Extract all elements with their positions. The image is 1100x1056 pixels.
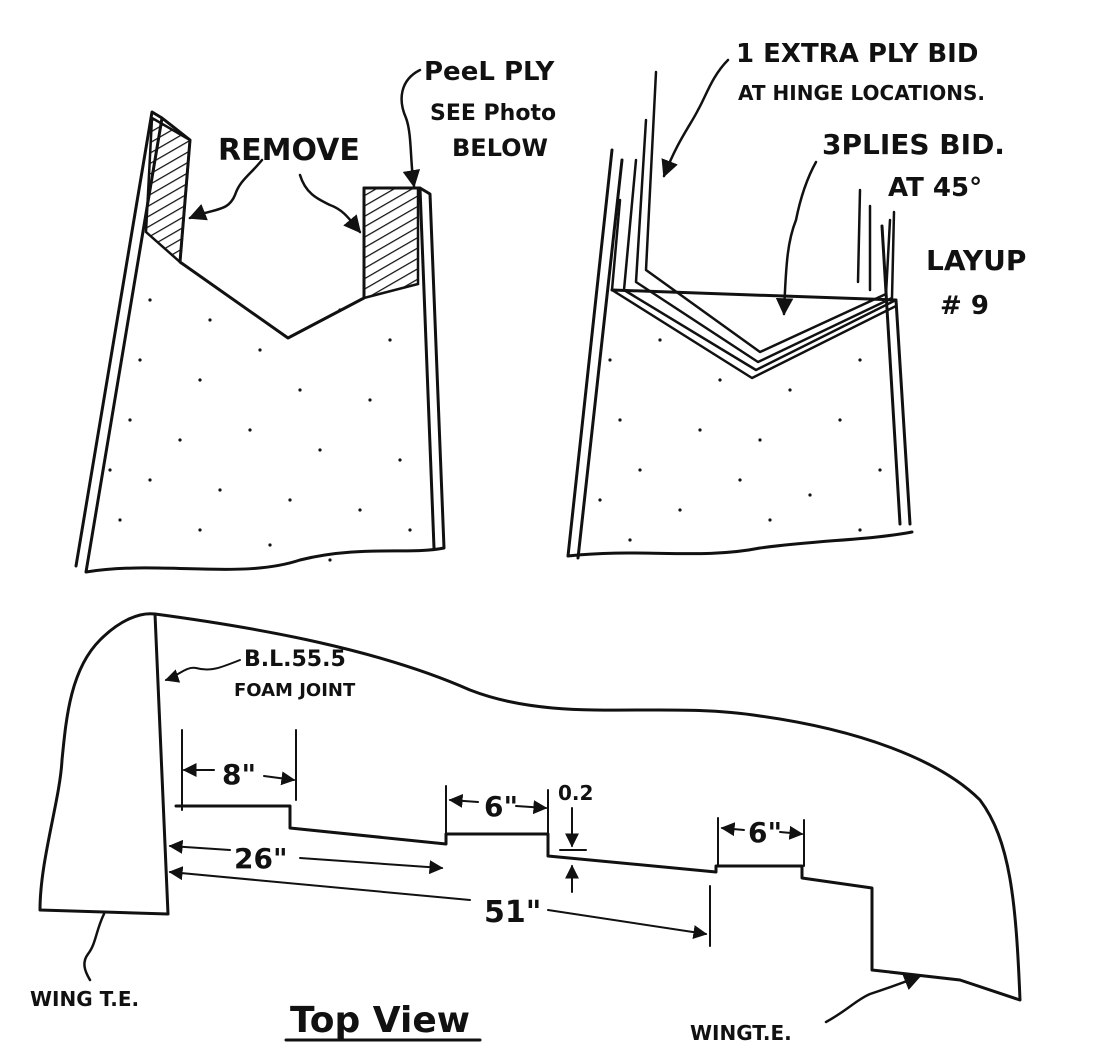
left-peel-ply-leader (400, 68, 422, 188)
left-control-surface-sketch: REMOVE PeeL PLY SEE Photo BELOW (74, 57, 556, 574)
dim-6-a-label: 6" (484, 790, 518, 823)
right-control-surface-sketch: 1 EXTRA PLY BID AT HINGE LOCATIONS. 3PLI… (566, 39, 1026, 560)
extra-ply-leader (661, 58, 730, 178)
wing-te-right-leader (824, 973, 922, 1024)
three-plies-label-line1: 3PLIES BID. (822, 128, 1005, 161)
wing-te-right-label: WINGT.E. (690, 1021, 792, 1045)
three-plies-label-line2: AT 45° (888, 173, 982, 203)
right-sketch-foam-stipple (598, 338, 882, 542)
bl-leader (164, 659, 241, 683)
left-hatched-wedge-left (144, 115, 192, 265)
bl-label: B.L.55.5 (244, 647, 346, 672)
left-remove-leader-2 (298, 173, 362, 234)
wing-te-left-leader (83, 912, 106, 982)
remove-label: REMOVE (218, 133, 360, 168)
left-hatched-wedge-right (362, 186, 420, 300)
see-photo-label: SEE Photo (430, 101, 556, 126)
top-view-title: Top View (290, 1000, 470, 1041)
below-label: BELOW (452, 134, 548, 162)
layup-label-line2: # 9 (940, 291, 989, 321)
dim-8-label: 8" (222, 758, 256, 791)
peel-ply-label: PeeL PLY (424, 57, 556, 87)
three-plies-leader (775, 160, 818, 316)
dim-26-label: 26" (234, 842, 288, 875)
top-view-outline (38, 612, 1022, 1002)
left-remove-leader-1 (188, 158, 264, 221)
layup-label-line1: LAYUP (926, 244, 1026, 277)
dim-6-b-label: 6" (748, 816, 782, 849)
right-sketch-outline (566, 148, 914, 560)
left-sketch-foam-stipple (108, 298, 412, 562)
foam-joint-label: FOAM JOINT (234, 680, 356, 701)
bid-ply-layers (610, 70, 898, 380)
left-sketch-outline (74, 110, 446, 574)
top-view-dimensions (168, 729, 805, 947)
extra-ply-label-line2: AT HINGE LOCATIONS. (738, 81, 985, 105)
dim-51-label: 51" (484, 895, 541, 930)
dim-0-2-label: 0.2 (558, 781, 593, 805)
top-view-planform-sketch: B.L.55.5 FOAM JOINT 8" 26" 6" 0.2 6" 51"… (30, 612, 1022, 1045)
extra-ply-label-line1: 1 EXTRA PLY BID (736, 39, 978, 69)
wing-te-left-label: WING T.E. (30, 987, 139, 1011)
